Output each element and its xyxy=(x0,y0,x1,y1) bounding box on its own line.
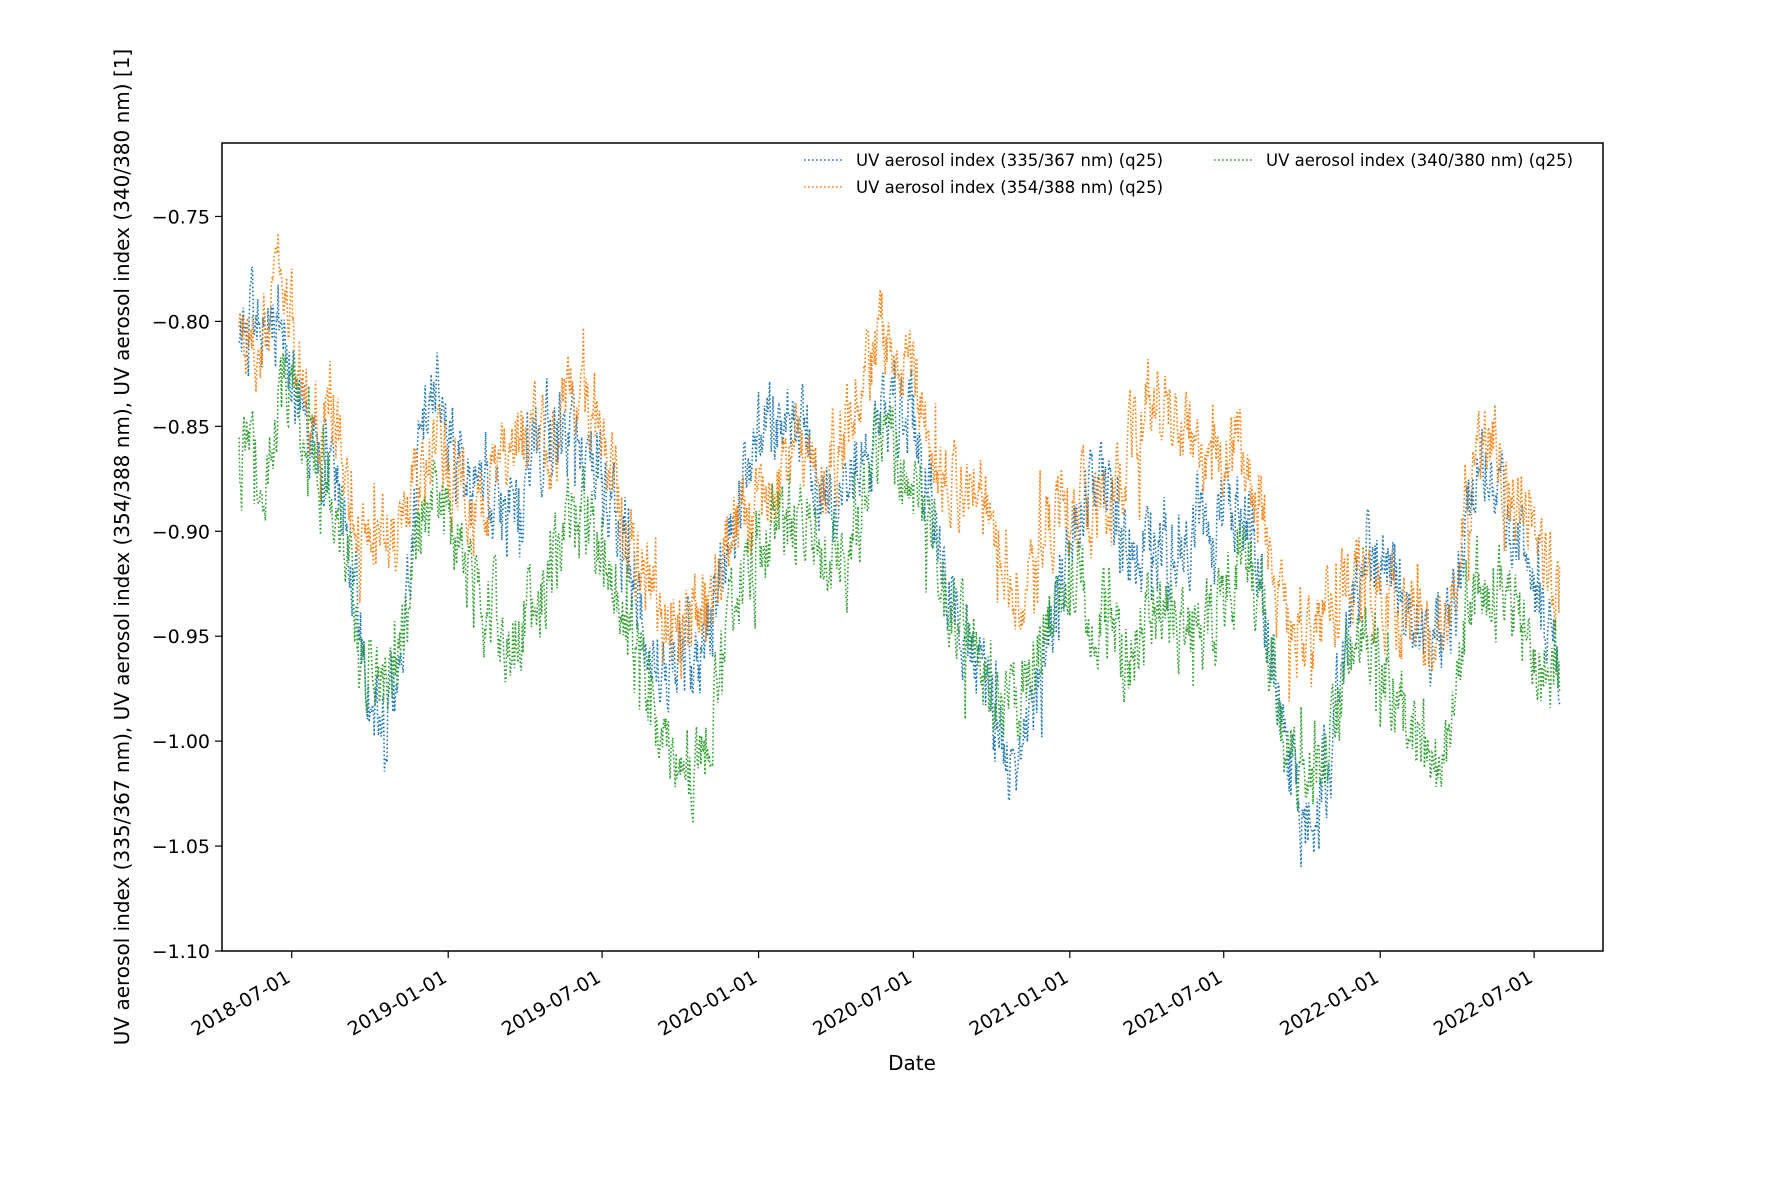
y-tick-label: −1.00 xyxy=(152,731,210,753)
y-tick-label: −0.80 xyxy=(152,311,210,333)
x-tick-label: 2018-07-01 xyxy=(188,966,295,1040)
x-tick-label: 2019-01-01 xyxy=(344,966,451,1040)
x-tick-label: 2022-07-01 xyxy=(1430,966,1537,1040)
y-axis: −0.75 −0.80 −0.85 −0.90 −0.95 −1.00 −1.05 −1.10 xyxy=(152,206,222,963)
series-line-3 xyxy=(238,352,1561,824)
y-axis-title: UV aerosol index (335/367 nm), UV aeroso… xyxy=(110,49,134,1045)
legend: UV aerosol index (335/367 nm) (q25) UV ae… xyxy=(804,151,1573,197)
y-tick-label: −1.10 xyxy=(152,941,210,963)
x-axis-title: Date xyxy=(888,1051,936,1075)
x-tick-label: 2020-07-01 xyxy=(809,966,916,1040)
y-tick-label: −0.85 xyxy=(152,416,210,438)
x-tick-label: 2021-01-01 xyxy=(966,966,1073,1040)
series-line-1 xyxy=(238,266,1561,868)
x-axis: 2018-07-01 2019-01-01 2019-07-01 2020-01-01… xyxy=(188,951,1537,1041)
plot-frame xyxy=(221,142,1604,952)
legend-label-1: UV aerosol index (335/367 nm) (q25) xyxy=(856,151,1163,170)
y-tick-label: −1.05 xyxy=(152,836,210,858)
series-line-2 xyxy=(238,233,1561,702)
x-tick-label: 2019-07-01 xyxy=(498,966,605,1040)
x-tick-label: 2021-07-01 xyxy=(1120,966,1227,1040)
x-tick-label: 2020-01-01 xyxy=(654,966,761,1040)
legend-label-2: UV aerosol index (354/388 nm) (q25) xyxy=(856,178,1163,197)
y-tick-label: −0.90 xyxy=(152,521,210,543)
x-tick-label: 2022-01-01 xyxy=(1276,966,1383,1040)
y-tick-label: −0.95 xyxy=(152,626,210,648)
y-tick-label: −0.75 xyxy=(152,206,210,228)
legend-label-3: UV aerosol index (340/380 nm) (q25) xyxy=(1266,151,1573,170)
series-layer xyxy=(238,233,1561,868)
